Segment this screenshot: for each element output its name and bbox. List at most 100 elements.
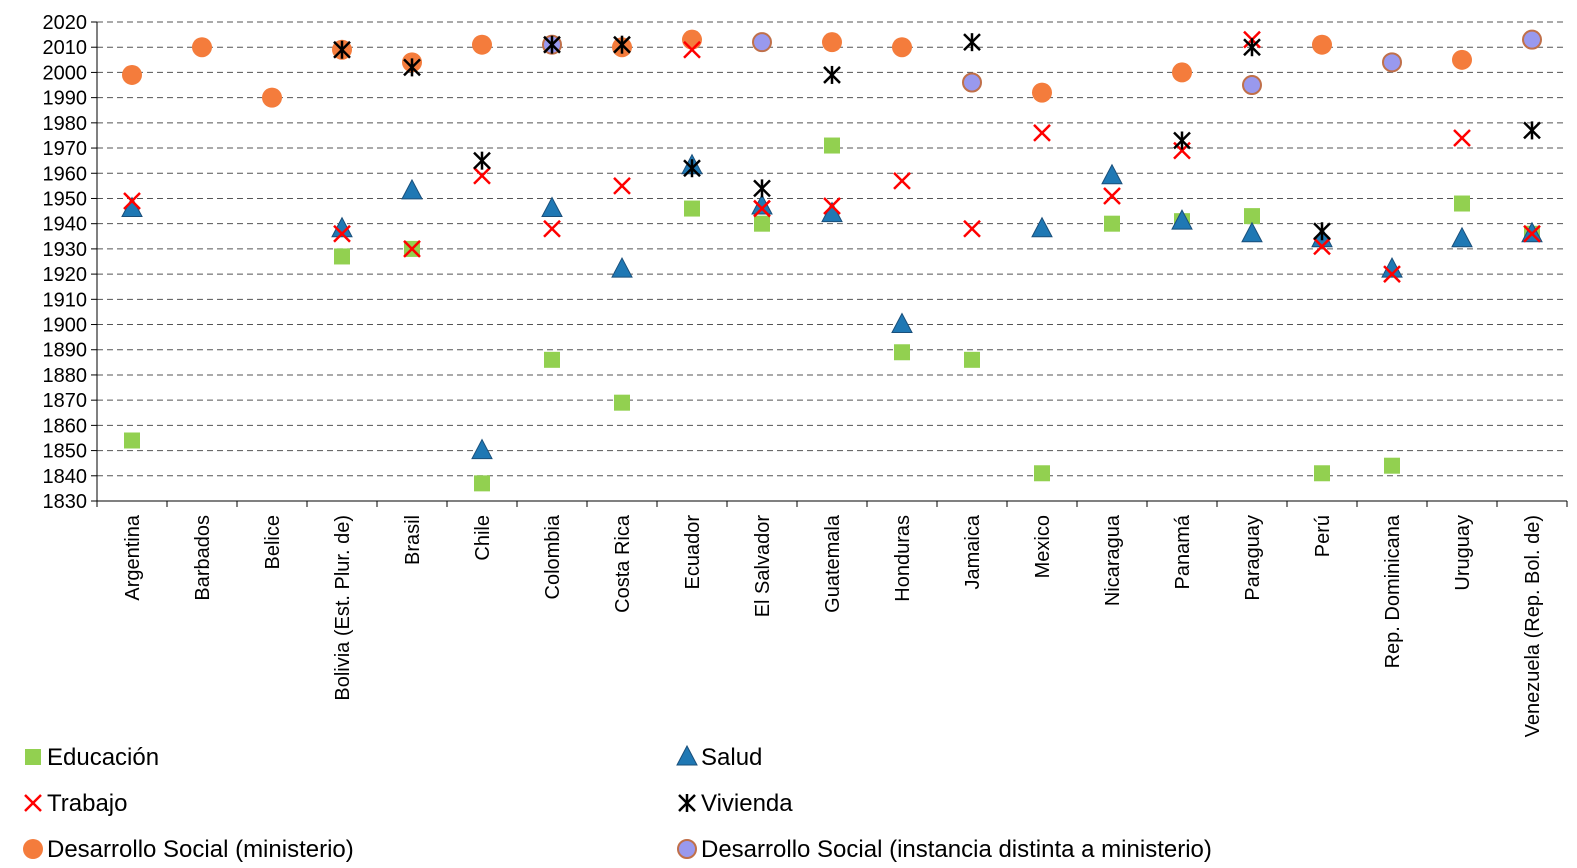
x-tick-label-jamaica: Jamaica bbox=[962, 514, 984, 589]
point-trabajo-colombia bbox=[543, 219, 561, 238]
x-tick-labels: Argentina Barbados Belice Bolivia (Est. Plu… bbox=[122, 514, 1544, 737]
point-vivienda-bolivia-est-plur-de bbox=[333, 40, 351, 59]
legend-item-educacion: Educación bbox=[25, 744, 159, 771]
y-tick-label: 1900 bbox=[43, 315, 88, 337]
point-trabajo-peru bbox=[1313, 237, 1331, 256]
x-tick-label-mexico: Mexico bbox=[1032, 515, 1054, 578]
point-vivienda-chile bbox=[473, 151, 491, 170]
point-vivienda-peru bbox=[1313, 222, 1331, 241]
x-tick-label-barbados: Barbados bbox=[192, 515, 214, 601]
x-tick-label-uruguay: Uruguay bbox=[1452, 515, 1474, 591]
legend-item-trabajo: Trabajo bbox=[24, 790, 127, 817]
point-desarrollo-social-ministerio-uruguay bbox=[1452, 49, 1472, 70]
point-trabajo-brasil bbox=[403, 240, 421, 258]
point-educacion-uruguay bbox=[1454, 195, 1470, 212]
point-educacion-ecuador bbox=[684, 200, 700, 217]
legend-label: Desarrollo Social (ministerio) bbox=[47, 836, 354, 863]
point-vivienda-jamaica bbox=[963, 33, 981, 52]
point-educacion-paraguay bbox=[1244, 208, 1260, 225]
legend-label: Vivienda bbox=[701, 790, 793, 817]
legend-label: Trabajo bbox=[47, 790, 127, 817]
point-trabajo-bolivia-est-plur-de bbox=[333, 224, 351, 243]
gridlines bbox=[97, 21, 1567, 477]
point-educacion-rep-dominicana bbox=[1384, 457, 1400, 474]
legend-marker-salud bbox=[676, 744, 698, 766]
y-tick-label: 1860 bbox=[43, 415, 88, 437]
point-vivienda-costa-rica bbox=[613, 35, 631, 54]
point-desarrollo-social-ministerio-mexico bbox=[1032, 82, 1052, 103]
legend-marker-educacion bbox=[25, 749, 41, 765]
x-tick-label-honduras: Honduras bbox=[892, 515, 914, 602]
legend-marker-desarrollo-social-ministerio bbox=[23, 839, 43, 859]
y-tick-label: 1960 bbox=[43, 163, 88, 185]
point-educacion-guatemala bbox=[824, 137, 840, 154]
point-trabajo-jamaica bbox=[963, 219, 981, 238]
point-vivienda-venezuela-rep-bol-de bbox=[1523, 121, 1541, 140]
legend-marker-trabajo bbox=[24, 794, 42, 812]
point-educacion-jamaica bbox=[964, 351, 980, 368]
point-desarrollo-social-instancia-distinta-a-ministerio-el-salvador bbox=[752, 32, 772, 53]
point-trabajo-nicaragua bbox=[1103, 187, 1121, 205]
point-educacion-nicaragua bbox=[1104, 215, 1120, 232]
point-salud-paraguay bbox=[1241, 221, 1263, 243]
y-tick-labels: 1830 1840 1850 1860 1870 1880 1890 1900 1910 1920… bbox=[43, 12, 88, 513]
point-educacion-chile bbox=[474, 475, 490, 492]
point-desarrollo-social-ministerio-barbados bbox=[192, 37, 212, 58]
y-tick-label: 1880 bbox=[43, 365, 88, 387]
x-tick-label-brasil: Brasil bbox=[402, 515, 424, 565]
point-desarrollo-social-ministerio-guatemala bbox=[822, 32, 842, 53]
point-vivienda-brasil bbox=[403, 58, 421, 77]
legend-item-desarrollo-social-ministerio: Desarrollo Social (ministerio) bbox=[23, 836, 354, 863]
point-salud-panama bbox=[1171, 209, 1193, 230]
x-tick-label-venezuela-rep-bol-de: Venezuela (Rep. Bol. de) bbox=[1522, 515, 1544, 737]
point-educacion-peru bbox=[1314, 465, 1330, 482]
point-educacion-argentina bbox=[124, 432, 140, 449]
point-educacion-costa-rica bbox=[614, 394, 630, 411]
point-trabajo-argentina bbox=[123, 192, 141, 210]
point-educacion-bolivia-est-plur-de bbox=[334, 248, 350, 265]
y-tick-label: 1870 bbox=[43, 390, 88, 412]
point-trabajo-el-salvador bbox=[753, 199, 771, 218]
point-vivienda-ecuador bbox=[683, 159, 701, 178]
point-salud-colombia bbox=[541, 196, 563, 218]
point-desarrollo-social-ministerio-honduras bbox=[892, 37, 912, 58]
y-tick-label: 1840 bbox=[43, 466, 88, 488]
axes bbox=[91, 21, 1568, 507]
point-salud-uruguay bbox=[1451, 226, 1473, 248]
point-desarrollo-social-instancia-distinta-a-ministerio-paraguay bbox=[1242, 75, 1262, 96]
y-tick-label: 2020 bbox=[43, 12, 88, 34]
point-trabajo-costa-rica bbox=[613, 176, 631, 195]
point-desarrollo-social-ministerio-chile bbox=[472, 34, 492, 55]
y-tick-label: 1910 bbox=[43, 289, 88, 311]
point-desarrollo-social-ministerio-peru bbox=[1312, 34, 1332, 55]
point-trabajo-guatemala bbox=[823, 197, 841, 215]
x-tick-label-nicaragua: Nicaragua bbox=[1102, 514, 1124, 606]
x-tick-label-bolivia-est-plur-de: Bolivia (Est. Plur. de) bbox=[332, 515, 354, 701]
y-tick-label: 2010 bbox=[43, 37, 88, 59]
x-tick-label-colombia: Colombia bbox=[542, 514, 564, 599]
legend-marker-vivienda bbox=[678, 794, 696, 812]
y-tick-label: 1980 bbox=[43, 113, 88, 135]
point-salud-costa-rica bbox=[611, 256, 633, 278]
y-tick-label: 1890 bbox=[43, 340, 88, 362]
x-tick-label-peru: Perú bbox=[1312, 515, 1334, 557]
point-desarrollo-social-ministerio-argentina bbox=[122, 64, 142, 85]
point-trabajo-honduras bbox=[893, 171, 911, 190]
point-vivienda-colombia bbox=[543, 35, 561, 54]
y-tick-label: 1950 bbox=[43, 188, 88, 210]
point-salud-chile bbox=[471, 438, 493, 460]
point-educacion-mexico bbox=[1034, 465, 1050, 482]
legend-item-vivienda: Vivienda bbox=[678, 790, 793, 817]
x-tick-label-argentina: Argentina bbox=[122, 514, 144, 600]
x-tick-label-panama: Panamá bbox=[1172, 514, 1194, 589]
y-tick-label: 2000 bbox=[43, 62, 88, 84]
x-tick-label-el-salvador: El Salvador bbox=[752, 515, 774, 618]
legend: Educación Salud Trabajo Vivienda Desarrollo … bbox=[23, 744, 1212, 863]
legend-marker-desarrollo-social-instancia-distinta-a-ministerio bbox=[677, 839, 697, 859]
point-trabajo-chile bbox=[473, 166, 491, 185]
point-trabajo-ecuador bbox=[683, 40, 701, 59]
y-tick-label: 1930 bbox=[43, 239, 88, 261]
legend-item-desarrollo-social-instancia-distinta-a-ministerio: Desarrollo Social (instancia distinta a … bbox=[677, 836, 1212, 863]
